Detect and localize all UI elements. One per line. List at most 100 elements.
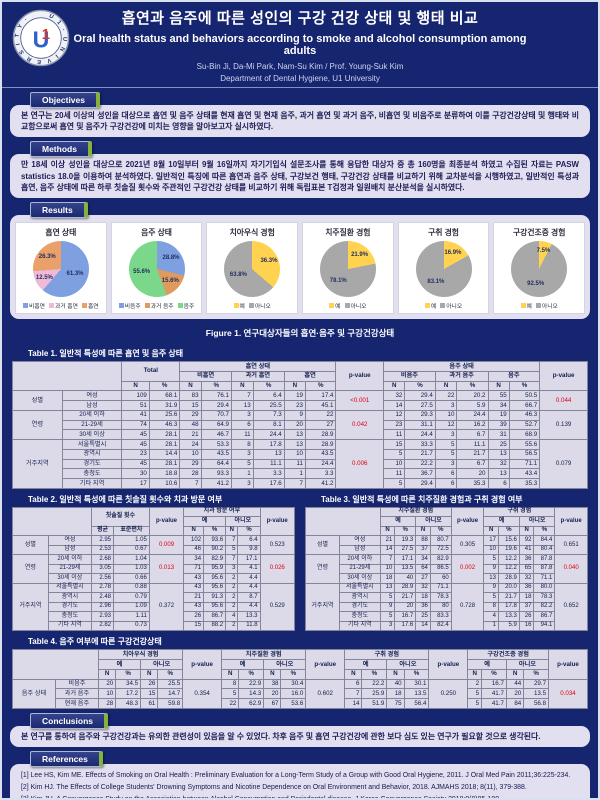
table-header-cell: 과거 흡연	[231, 370, 285, 382]
table-cell: 거주지역	[12, 439, 63, 489]
table-cell: 88	[415, 535, 431, 546]
table-cell: 27.5	[394, 544, 417, 556]
objectives-text: 본 연구는 20세 이상의 성인을 대상으로 흡연 및 음주 상태를 현재 흡연…	[10, 105, 590, 138]
pie-slice-label: 63.8%	[229, 272, 247, 279]
table-cell: 1	[231, 468, 254, 480]
table-cell: 41	[518, 544, 535, 556]
table-cell: 41.2	[304, 478, 337, 489]
table3-block: Table 3. 일반적 특성에 따른 치주질환 경험과 구취 경험 여부 치주…	[305, 489, 588, 632]
table-cell: 88.2	[203, 620, 227, 632]
table-cell: 43	[183, 582, 205, 594]
table-header-cell: %	[533, 525, 556, 537]
chart-title: 치아우식 경험	[229, 228, 275, 238]
table-row: 경기도 9 20 36 80 8 17.8 37 82.2	[306, 601, 588, 613]
table-cell: 14.4	[148, 448, 181, 460]
pie-slice-label: 36.3%	[260, 258, 278, 265]
table-cell: 56.4	[403, 698, 430, 709]
table-cell: 3	[231, 448, 254, 460]
table-cell: 13	[231, 400, 254, 411]
table-row: 성별 여성 109 68.1 83 76.1 7 6.4 19 17.4 <0.001 32 29.4 2…	[12, 390, 588, 411]
table-cell: 0.88	[113, 582, 150, 594]
table-cell: 4.4	[237, 573, 261, 584]
table-cell: 0.67	[113, 544, 150, 556]
table-cell: 충청도	[47, 611, 92, 622]
table-cell: 2.48	[90, 592, 115, 603]
table-header-cell: N	[487, 380, 510, 392]
table-cell: 현재 음주	[54, 698, 99, 709]
table-cell: 2	[225, 620, 239, 632]
table-cell: 7	[179, 478, 202, 489]
table-header-cell: %	[148, 380, 181, 392]
table-cell: 8.1	[252, 419, 285, 431]
table-cell: 12.2	[497, 554, 520, 565]
table-header-cell: p-value	[428, 649, 469, 680]
table-row: 남성 2.53 0.67 46 90.2 5 9.8	[13, 544, 295, 556]
table-header-cell: 음주 상태	[383, 361, 541, 372]
table-cell: 22	[304, 409, 337, 421]
table2-title: Table 2. 일반적 특성에 따른 칫솔질 횟수와 치과 방문 여부	[28, 494, 223, 504]
table-cell: 13	[483, 573, 499, 584]
table-cell: 0.026	[259, 554, 296, 584]
table-cell: 2.68	[90, 554, 115, 565]
table-cell: 82.4	[429, 620, 452, 632]
table-cell: 14	[383, 400, 406, 411]
table-header-cell: N	[386, 668, 405, 680]
table-cell: 거주지역	[12, 582, 49, 632]
table-cell: 3.05	[90, 563, 115, 575]
table-cell: 36	[518, 582, 535, 594]
table-cell: 64.9	[200, 419, 233, 431]
pie-legend-item: 아니오	[440, 301, 462, 310]
table-cell: 15	[383, 439, 406, 450]
table-cell: 20세 이하	[61, 409, 123, 421]
table-cell: 21	[183, 592, 205, 603]
table-cell: 84.4	[533, 535, 556, 546]
table-cell: 6	[487, 478, 510, 489]
table-cell: 14	[415, 620, 431, 632]
table-cell: 31.9	[148, 400, 181, 411]
pie-slice-label: 78.1%	[329, 277, 347, 284]
table-cell: 서울특별시	[61, 439, 123, 450]
table-header-cell: p-value	[335, 361, 385, 392]
table-cell: 0.305	[450, 535, 485, 556]
table-cell: 2	[225, 592, 239, 603]
table-cell: 14.7	[157, 688, 184, 700]
table-cell: 24.4	[304, 458, 337, 470]
table-header-cell: N	[183, 525, 205, 537]
table-cell: 서울특별시	[338, 582, 381, 594]
pie-legend: 비음주 과거 음주 음주	[118, 301, 194, 310]
table-cell: 1.03	[113, 563, 150, 575]
table-header-cell: %	[361, 668, 388, 680]
table-cell: 28.1	[148, 429, 181, 441]
table-cell: 44	[505, 678, 525, 690]
table-header-cell: N	[344, 668, 363, 680]
table-header-cell: 칫솔질 횟수	[90, 506, 150, 527]
methods-text: 만 18세 이상 성인을 대상으로 2021년 8월 10일부터 9월 16일까…	[10, 154, 590, 199]
table-cell: 2	[467, 678, 483, 690]
table-cell: 28	[179, 468, 202, 480]
table-cell: 43	[183, 573, 205, 584]
table-cell: 13.3	[497, 611, 520, 622]
table-cell: 1.04	[113, 554, 150, 565]
table-row: 남성 14 27.5 37 72.5 10 19.6 41 80.4	[306, 544, 588, 556]
table-cell: 46.3	[508, 409, 541, 421]
table-cell: 8	[483, 601, 499, 613]
table-cell: 연령	[305, 554, 340, 584]
table-cell: 5	[383, 478, 406, 489]
table-cell: 91.3	[203, 592, 227, 603]
table-cell: 20.0	[497, 582, 520, 594]
table-cell: 24.4	[252, 429, 285, 441]
table-cell: 13.3	[237, 611, 261, 622]
table-row: 21-29세 10 13.5 64 86.5 9 12.2 65 87.8	[306, 563, 588, 575]
table-cell: 2	[225, 582, 239, 594]
table-cell: 21-29세	[47, 563, 92, 575]
table-cell: 48.3	[115, 698, 142, 709]
table-cell: 29.4	[200, 400, 233, 411]
table-cell: 21-29세	[338, 563, 381, 575]
table-header-cell: Total	[121, 361, 181, 382]
table-header-cell: %	[115, 668, 142, 680]
reference-item: [1] Lee HS, Kim ME. Effects of Smoking o…	[21, 772, 571, 780]
table-cell: 17	[121, 478, 150, 489]
table-cell: 2.93	[90, 611, 115, 622]
legend-label: 예	[335, 304, 341, 311]
pie-slice-label: 15.6%	[161, 278, 179, 285]
